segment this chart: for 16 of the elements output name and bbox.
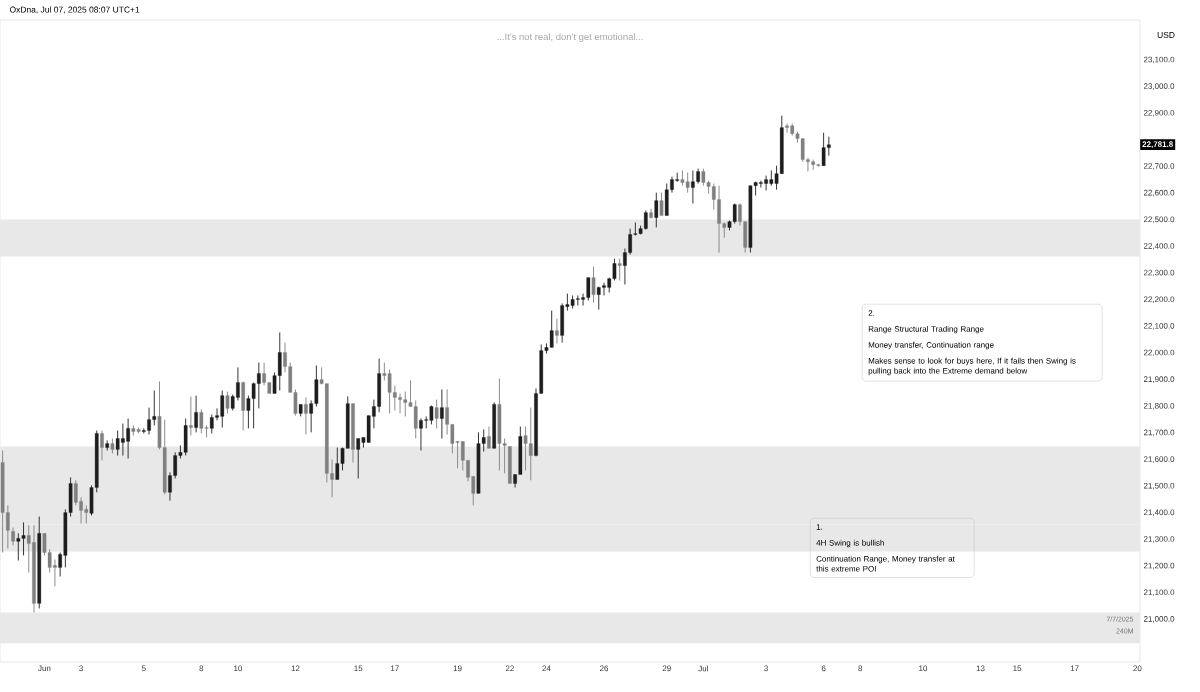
candlestick xyxy=(440,389,444,439)
candlestick xyxy=(189,395,193,437)
candlestick xyxy=(659,192,664,216)
candlestick xyxy=(487,426,491,449)
candlestick xyxy=(555,318,559,344)
candlestick xyxy=(591,266,596,304)
candlestick xyxy=(194,395,198,433)
y-axis-title: USD xyxy=(1157,32,1175,38)
candlestick xyxy=(304,397,308,435)
candlestick xyxy=(654,192,659,228)
candlestick xyxy=(225,391,230,414)
text: ...It's not real, don't get emotional... xyxy=(497,33,643,42)
candlestick xyxy=(434,399,439,429)
candlestick xyxy=(100,430,104,461)
text: OxDna, Jul 07, 2025 08:07 UTC+1 xyxy=(9,6,140,14)
candlestick xyxy=(617,258,622,281)
